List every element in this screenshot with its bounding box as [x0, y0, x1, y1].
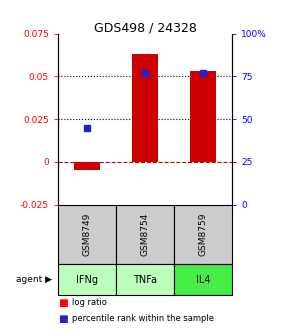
Text: GDS498 / 24328: GDS498 / 24328 [94, 22, 196, 35]
Text: GSM8759: GSM8759 [198, 213, 208, 256]
Bar [116, 205, 174, 264]
Text: GSM8754: GSM8754 [140, 213, 150, 256]
Bar [174, 264, 232, 295]
Text: ■: ■ [58, 313, 68, 324]
Bar [58, 264, 116, 295]
Text: agent ▶: agent ▶ [16, 275, 52, 284]
Text: percentile rank within the sample: percentile rank within the sample [72, 313, 214, 323]
Bar [58, 205, 116, 264]
Text: IFNg: IFNg [76, 275, 98, 285]
Text: IL4: IL4 [196, 275, 210, 285]
Text: log ratio: log ratio [72, 298, 107, 307]
Bar [116, 264, 174, 295]
Bar [74, 162, 100, 170]
Bar [174, 205, 232, 264]
Text: ■: ■ [58, 298, 68, 308]
Bar [132, 54, 158, 162]
Bar [190, 71, 216, 162]
Text: GSM8749: GSM8749 [82, 213, 92, 256]
Text: TNFa: TNFa [133, 275, 157, 285]
